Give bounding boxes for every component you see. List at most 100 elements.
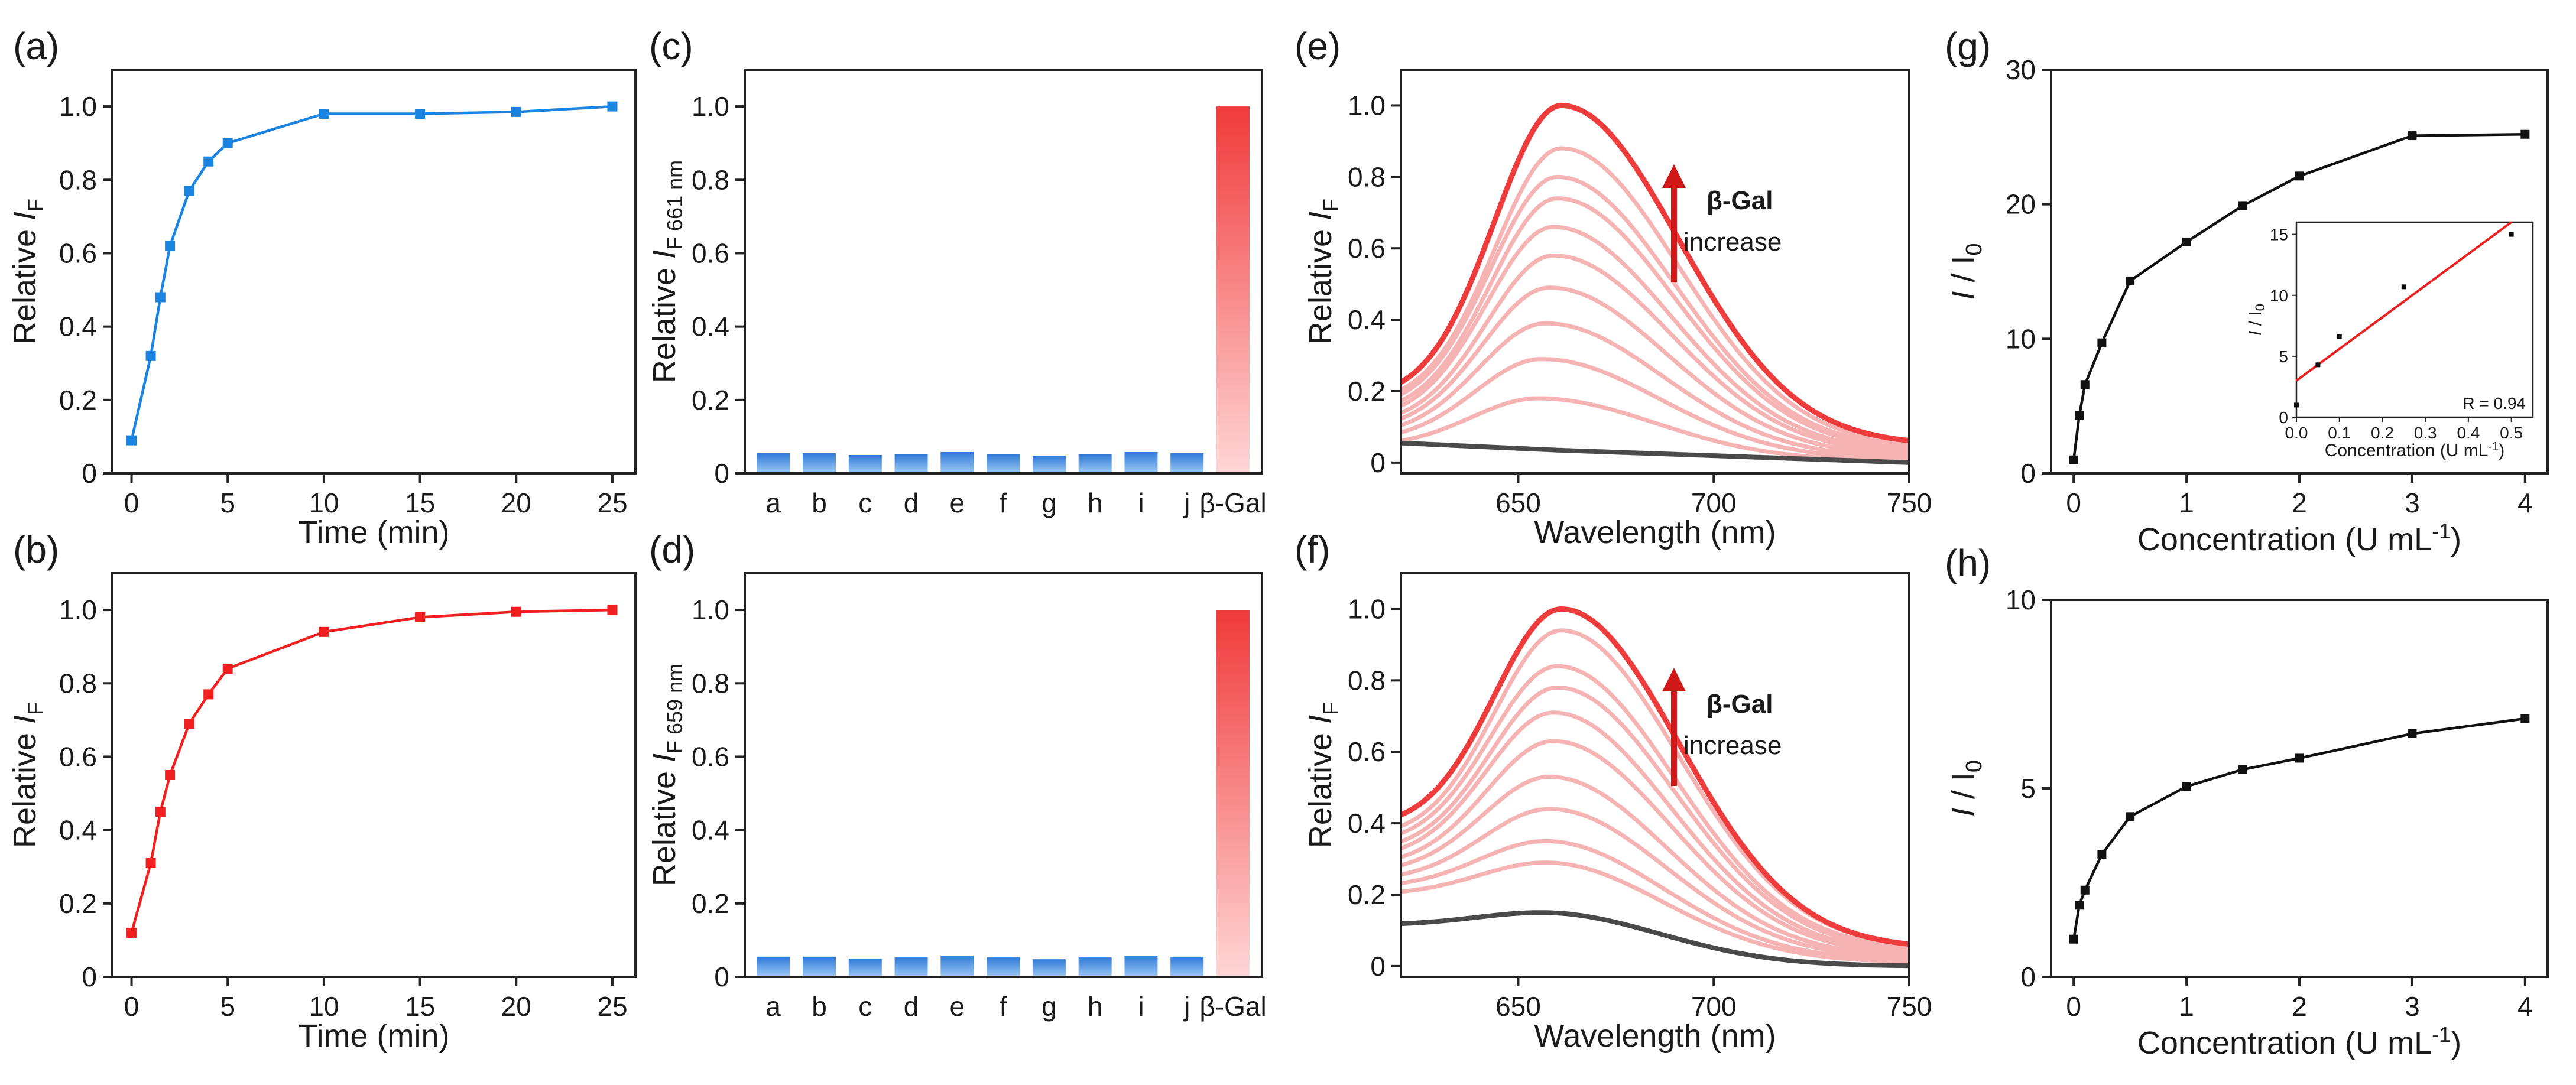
series-line-h: [2072, 717, 2526, 940]
data-point-h: [2075, 901, 2084, 910]
y-tick-label-a: 0.8: [59, 164, 97, 195]
spectrum-baseline-f: [1400, 910, 1910, 969]
x-axis-label-a: Time (min): [299, 515, 450, 550]
x-tick-label-h: 1: [2179, 991, 2194, 1022]
category-label-c: a: [765, 488, 781, 518]
x-axis-label-end: ): [2451, 522, 2461, 557]
y-tick-label-c: 0.4: [692, 311, 729, 342]
panel-label-g: (g): [1945, 25, 1991, 67]
spectrum-curve-f: [1400, 664, 1910, 949]
y-tick-label-c: 0.6: [692, 238, 729, 268]
x-tick-label-e: 700: [1691, 488, 1737, 518]
series-line-g: [2072, 133, 2525, 460]
inset-y-tick-label: 5: [2279, 347, 2288, 366]
spectrum-curve-e: [1399, 102, 1910, 444]
y-tick-label-b: 0.4: [59, 815, 97, 846]
spectrum-curve-e: [1400, 225, 1910, 453]
y-axis-label-prefix: Relative: [7, 724, 43, 848]
category-label-c: h: [1088, 488, 1103, 518]
y-tick-label-e: 0: [1370, 447, 1386, 478]
y-tick-label-f: 1.0: [1348, 593, 1386, 624]
category-label-c: e: [950, 488, 965, 518]
category-label-c: b: [812, 488, 827, 518]
y-axis-label-prefix: Relative: [1303, 220, 1338, 345]
y-axis-label-mid: / I: [1946, 772, 1981, 808]
spectrum-curve-e: [1400, 196, 1910, 450]
y-axis-label-mid: / I: [1946, 256, 1981, 291]
x-axis-label-f: Wavelength (nm): [1534, 1018, 1776, 1054]
y-axis-label-prefix: Relative: [647, 762, 682, 886]
x-tick-label-h: 3: [2405, 991, 2420, 1022]
y-tick-label-c: 1.0: [692, 91, 729, 122]
data-point-g: [2069, 455, 2078, 464]
data-point-b: [415, 612, 426, 623]
y-tick-label-c: 0: [714, 458, 729, 489]
inset-x-tick-label: 0.5: [2500, 424, 2523, 442]
data-point-b: [511, 606, 521, 617]
x-tick-label-h: 0: [2066, 991, 2081, 1022]
panel-label-e: (e): [1295, 25, 1341, 67]
x-tick-label-a: 0: [124, 488, 139, 518]
spectrum-curve-f: [1400, 739, 1910, 956]
x-tick-label-f: 700: [1691, 991, 1737, 1022]
spectrum-curve-e: [1400, 253, 1910, 455]
panel-label-c: (c): [649, 25, 693, 67]
data-point-h: [2182, 782, 2191, 791]
y-tick-label-e: 0.6: [1348, 233, 1386, 264]
spectrum-curve-f: [1400, 860, 1910, 964]
category-label-d: i: [1138, 991, 1144, 1022]
x-tick-label-e: 650: [1495, 488, 1541, 518]
inset-x-tick-label: 0.0: [2285, 424, 2308, 442]
category-label-d: b: [812, 991, 827, 1022]
y-tick-label-b: 0: [82, 961, 97, 992]
bar-c: [1078, 454, 1112, 473]
y-tick-label-a: 0: [82, 458, 97, 489]
x-tick-label-b: 10: [309, 991, 339, 1022]
y-axis-label-subscript: F: [1319, 702, 1343, 715]
bar-c: [803, 453, 836, 473]
x-axis-label-superscript: -1: [2432, 519, 2451, 543]
y-tick-label-g: 30: [2006, 54, 2036, 85]
y-axis-label-d: Relative IF 659 nm: [647, 664, 687, 886]
panel-label-d: (d): [649, 528, 695, 571]
data-point-b: [165, 770, 176, 780]
x-tick-label-a: 20: [501, 488, 531, 518]
y-tick-label-d: 0.6: [692, 741, 729, 772]
category-label-c: f: [1000, 488, 1007, 518]
y-tick-label-f: 0: [1370, 951, 1386, 982]
data-point-h: [2097, 850, 2107, 859]
data-point-a: [511, 106, 521, 117]
inset-frame: [2295, 221, 2534, 418]
bar-c: [1032, 456, 1066, 473]
data-point-a: [184, 186, 194, 196]
inset-x-tick-label: 0.2: [2371, 424, 2394, 442]
spectrum-curve-f: [1400, 807, 1910, 960]
y-tick-label-h: 5: [2020, 773, 2036, 804]
bar-d: [1078, 957, 1112, 977]
x-axis-label-main: Concentration (U mL: [2137, 1025, 2432, 1061]
y-tick-label-e: 0.4: [1348, 304, 1386, 335]
x-axis-label-superscript: -1: [2432, 1022, 2451, 1047]
panel-label-f: (f): [1295, 528, 1330, 571]
y-axis-label-f: Relative IF: [1303, 702, 1343, 848]
y-tick-label-f: 0.2: [1348, 879, 1386, 910]
spectrum-curve-e: [1400, 285, 1910, 457]
data-point-a: [145, 350, 156, 361]
y-tick-label-e: 0.8: [1348, 161, 1386, 192]
category-label-d: d: [904, 991, 919, 1022]
category-label-d: β-Gal: [1199, 991, 1266, 1022]
data-point-h: [2238, 765, 2248, 774]
bar-c: [1216, 106, 1250, 473]
x-tick-label-h: 4: [2517, 991, 2533, 1022]
x-axis-label-main: Concentration (U mL: [2137, 522, 2432, 557]
x-axis-label-inset: Concentration (U mL-1): [2325, 440, 2505, 460]
y-tick-label-a: 1.0: [59, 91, 97, 122]
spectrum-curve-e: [1400, 321, 1910, 459]
plot-frame-c: [744, 69, 1263, 475]
chart-panel-d: (d) a b c d e f g h i j β-Gal 0 0.2 0.4 0.6 0.8 1.0 Relati…: [647, 528, 1267, 1022]
category-label-d: e: [950, 991, 965, 1022]
data-point-a: [203, 156, 214, 167]
data-point-g: [2075, 411, 2084, 420]
